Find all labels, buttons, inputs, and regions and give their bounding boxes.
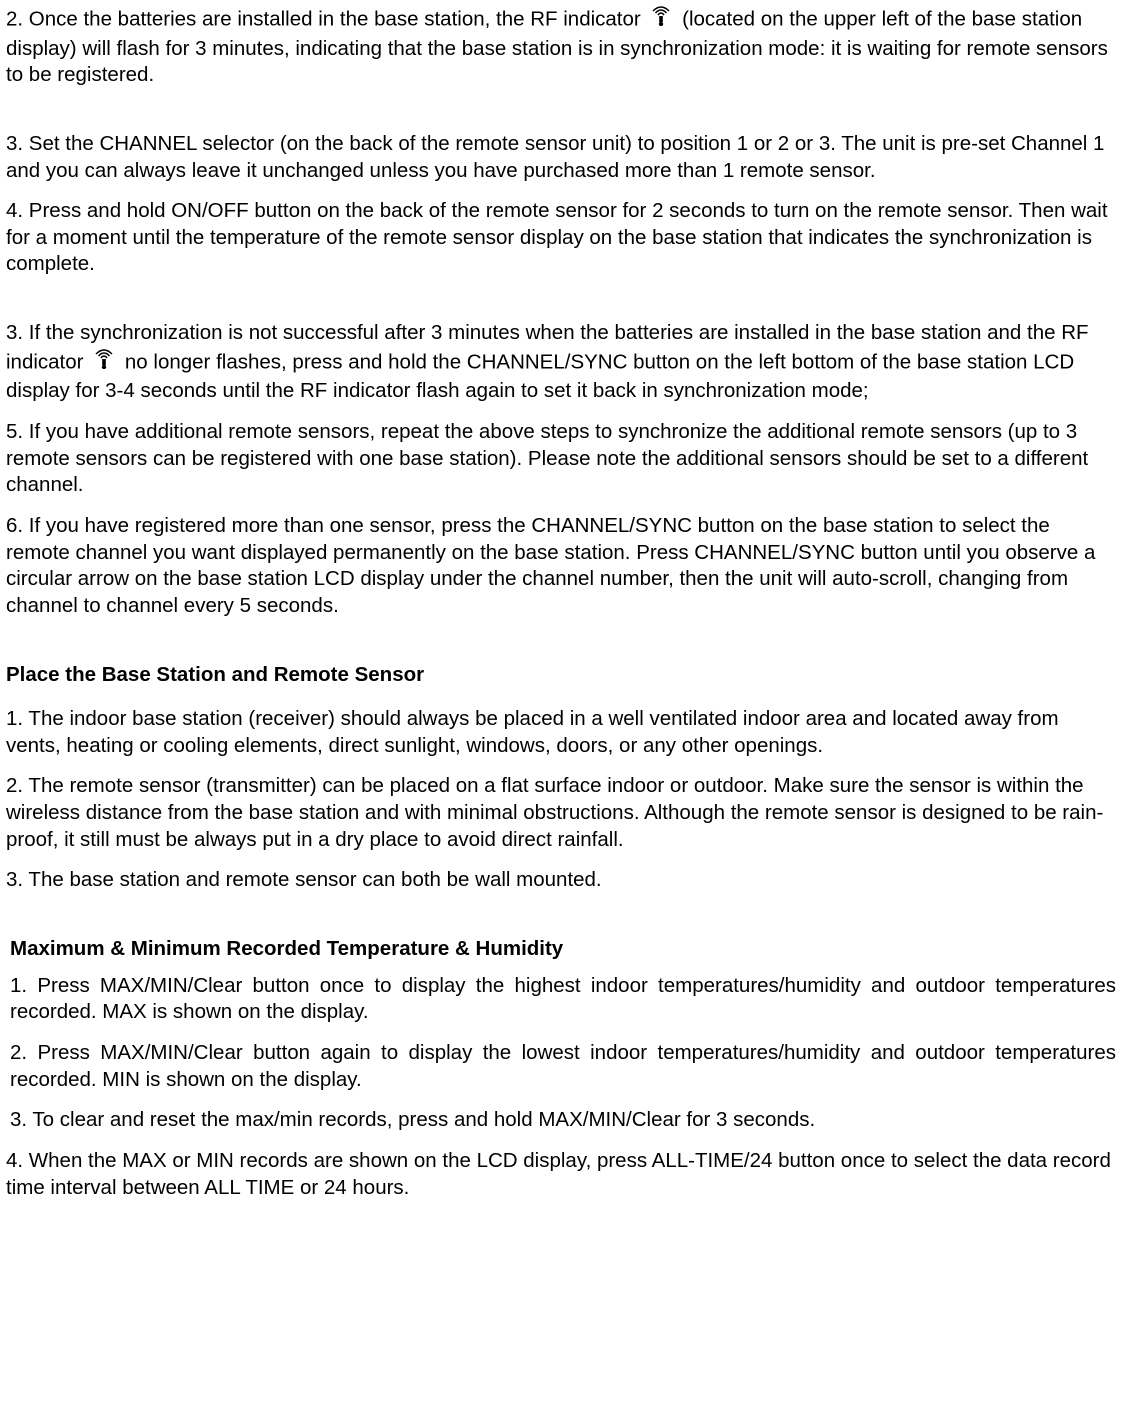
maxmin-step-4: 4. When the MAX or MIN records are shown… [6,1148,1116,1201]
spacer [6,292,1116,320]
spacer [6,908,1116,936]
rf-indicator-icon [650,2,672,34]
step-2-text-pre: 2. Once the batteries are installed in t… [6,7,646,30]
maxmin-step-1: 1. Press MAX/MIN/Clear button once to di… [10,973,1116,1026]
document-page: 2. Once the batteries are installed in t… [0,0,1122,1209]
maxmin-step-3: 3. To clear and reset the max/min record… [10,1107,1116,1134]
step-4-onoff: 4. Press and hold ON/OFF button on the b… [6,198,1116,278]
placement-step-1: 1. The indoor base station (receiver) sh… [6,706,1116,759]
maxmin-section: Maximum & Minimum Recorded Temperature &… [6,936,1116,1134]
rf-indicator-icon [93,345,115,377]
step-5-additional-sensors: 5. If you have additional remote sensors… [6,419,1116,499]
heading-placement: Place the Base Station and Remote Sensor [6,662,1116,689]
step-6-channel-sync: 6. If you have registered more than one … [6,513,1116,620]
step-2-rf-indicator: 2. Once the batteries are installed in t… [6,4,1116,89]
placement-step-3: 3. The base station and remote sensor ca… [6,867,1116,894]
heading-maxmin: Maximum & Minimum Recorded Temperature &… [10,936,1116,963]
step-3-sync-fail: 3. If the synchronization is not success… [6,320,1116,405]
spacer [6,634,1116,662]
step-3-channel-selector: 3. Set the CHANNEL selector (on the back… [6,131,1116,184]
placement-step-2: 2. The remote sensor (transmitter) can b… [6,773,1116,853]
maxmin-step-2: 2. Press MAX/MIN/Clear button again to d… [10,1040,1116,1093]
spacer [6,103,1116,131]
step-3-sync-post: no longer flashes, press and hold the CH… [6,350,1074,402]
